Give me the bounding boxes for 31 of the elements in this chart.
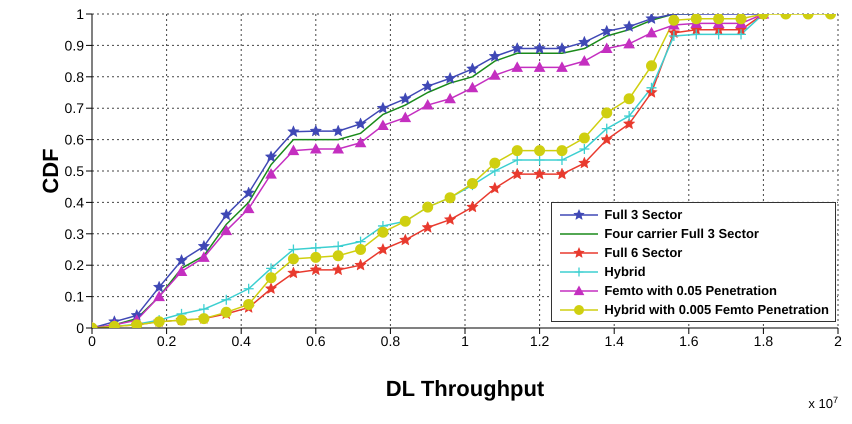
x-tick-label: 0.6 [306,332,326,349]
y-tick-label: 1 [76,6,84,22]
x-tick-label: 0.2 [156,332,177,349]
y-tick-label: 0.8 [64,68,84,85]
x-tick-label: 1.6 [679,332,699,349]
y-tick-label: 0.5 [64,162,84,179]
legend-label: Hybrid with 0.005 Femto Penetration [604,302,829,317]
x-tick-label: 1 [461,332,470,349]
y-tick-label: 0.7 [64,100,84,116]
y-tick-label: 0.9 [64,37,84,54]
x-tick-label: 0.4 [231,332,252,349]
x-tick-label: 1.2 [530,332,550,349]
y-axis-title: CDF [38,148,63,194]
x-tick-label: 2 [834,332,842,349]
x-tick-label: 0.8 [380,332,400,349]
text: x 10$^{7}$ [808,395,838,411]
x-axis-title: DL Throughput [386,376,545,401]
y-tick-label: 0 [76,320,84,336]
legend-label: Femto with 0.05 Penetration [604,283,777,298]
x-tick-label: 0 [88,332,96,349]
legend-label: Full 3 Sector [604,207,682,222]
y-tick-label: 0.3 [64,226,84,242]
y-tick-label: 0.2 [64,257,84,274]
legend-label: Four carrier Full 3 Sector [604,226,759,241]
x-tick-label: 1.8 [754,332,774,349]
y-tick-label: 0.4 [64,194,84,210]
y-tick-label: 0.1 [64,288,84,305]
legend-label: Full 6 Sector [604,245,682,260]
legend-label: Hybrid [604,264,646,279]
x-tick-label: 1.4 [604,332,624,349]
y-tick-label: 0.6 [64,132,84,148]
